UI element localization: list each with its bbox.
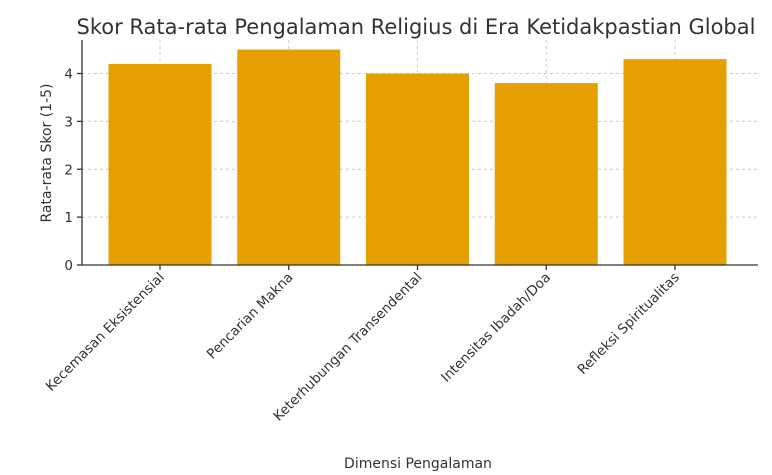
bar xyxy=(623,59,727,265)
y-tick-label: 0 xyxy=(64,258,73,274)
bars xyxy=(108,49,727,266)
x-tick-label: Pencarian Makna xyxy=(204,270,297,363)
x-tick-label: Keterhubungan Transendental xyxy=(270,270,425,425)
y-tick-label: 2 xyxy=(64,162,73,178)
y-tick-label: 3 xyxy=(64,114,73,130)
chart-title: Skor Rata-rata Pengalaman Religius di Er… xyxy=(77,15,756,39)
x-tick-label: Refleksi Spiritualitas xyxy=(574,270,682,378)
y-tick-label: 4 xyxy=(64,67,73,83)
axes xyxy=(81,40,758,266)
bar xyxy=(366,73,469,265)
bar xyxy=(494,83,598,265)
y-ticks: 0 1 2 3 4 xyxy=(64,67,82,274)
x-ticks: Kecemasan Eksistensial Pencarian MaknaKet… xyxy=(43,265,683,424)
y-tick-label: 1 xyxy=(64,210,73,226)
bar xyxy=(237,49,341,266)
y-axis-label: Rata-rata Skor (1-5) xyxy=(39,83,55,222)
x-tick-label: Kecemasan Eksistensial xyxy=(43,270,168,395)
x-axis-label: Dimensi Pengalaman xyxy=(344,456,492,472)
x-tick-label: Intensitas Ibadah/Doa xyxy=(438,270,554,386)
bar xyxy=(108,63,212,265)
